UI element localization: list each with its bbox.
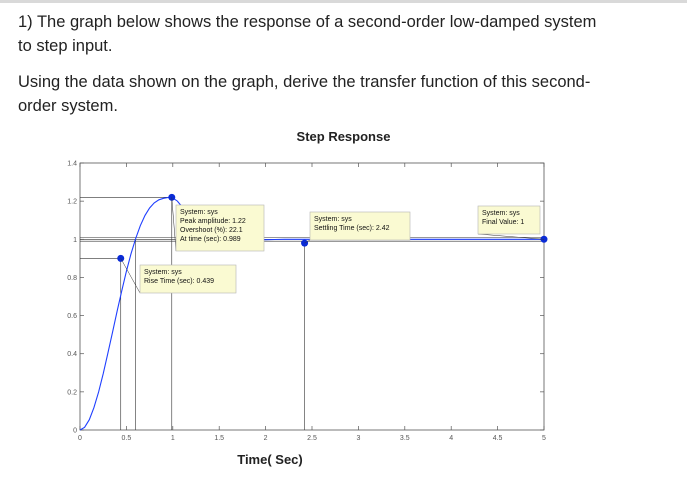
- annotation-box: [477, 205, 541, 235]
- x-tick-label: 2.5: [307, 435, 317, 442]
- y-tick-label: 0.8: [67, 275, 77, 282]
- question-text-part2: Using the data shown on the graph, deriv…: [18, 70, 678, 118]
- y-tick-label: 0.2: [67, 389, 77, 396]
- annotation-pointer: [477, 233, 545, 240]
- annotation-text: Peak amplitude: 1.22: [180, 218, 246, 225]
- x-tick-label: 2: [264, 435, 268, 442]
- annotation-box: [139, 264, 237, 294]
- y-tick-label: 1.4: [67, 161, 77, 168]
- y-tick-label: 0.4: [67, 351, 77, 358]
- annotation-pointer: [304, 239, 311, 244]
- x-tick-label: 1: [171, 435, 175, 442]
- annotation-text: Overshoot (%): 22.1: [180, 227, 243, 234]
- x-tick-label: 1.5: [214, 435, 224, 442]
- x-tick-label: 0: [78, 435, 82, 442]
- top-border-line: [0, 0, 687, 3]
- question-line-3: Using the data shown on the graph, deriv…: [18, 73, 591, 91]
- question-text-part1: 1) The graph below shows the response of…: [18, 10, 678, 58]
- y-tick-label: 1: [73, 237, 77, 244]
- plot-frame: [79, 162, 545, 431]
- annotation-text: Final Value: 1: [482, 219, 524, 226]
- annotation-text: Settling Time (sec): 2.42: [314, 225, 390, 232]
- chart-title: Step Response: [296, 129, 391, 144]
- annotation-text: System: sys: [314, 216, 352, 223]
- annotation-box: [175, 204, 265, 252]
- annotation-pointer: [171, 197, 177, 252]
- x-tick-label: 0.5: [122, 435, 132, 442]
- annotation-box: [309, 211, 411, 241]
- annotation-text: Rise Time (sec): 0.439: [144, 278, 214, 285]
- x-tick-label: 3: [356, 435, 360, 442]
- question-line-2: to step input.: [18, 37, 113, 55]
- annotation-text: System: sys: [144, 269, 182, 276]
- chart-xlabel: Time( Sec): [237, 452, 303, 467]
- y-tick-label: 1.2: [67, 199, 77, 206]
- x-tick-label: 4: [449, 435, 453, 442]
- annotation-text: System: sys: [482, 210, 520, 217]
- annotation-text: System: sys: [180, 209, 218, 216]
- question-line-1: 1) The graph below shows the response of…: [18, 13, 597, 31]
- x-tick-label: 3.5: [400, 435, 410, 442]
- annotation-pointer: [120, 258, 141, 294]
- y-tick-label: 0.6: [67, 313, 77, 320]
- y-tick-label: 0: [73, 428, 77, 435]
- question-line-4: order system.: [18, 97, 118, 115]
- x-tick-label: 5: [542, 435, 546, 442]
- x-tick-label: 4.5: [493, 435, 503, 442]
- annotation-text: At time (sec): 0.989: [180, 236, 241, 243]
